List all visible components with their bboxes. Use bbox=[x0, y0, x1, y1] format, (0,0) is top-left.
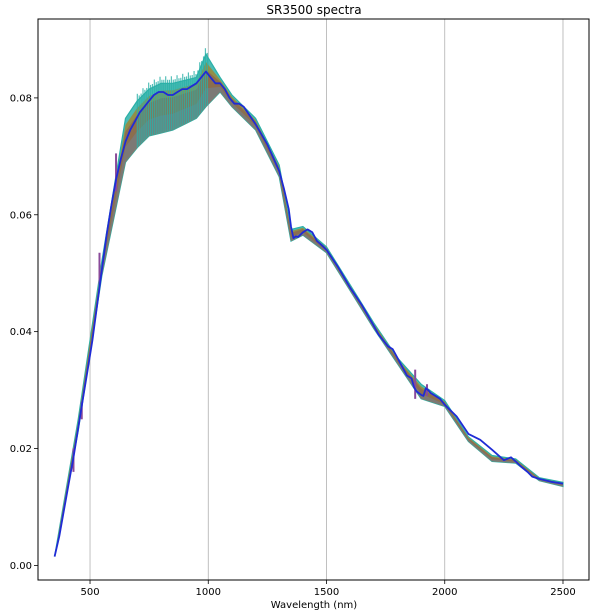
chart-title: SR3500 spectra bbox=[266, 3, 361, 17]
y-tick-label: 0.04 bbox=[10, 327, 32, 338]
plot-frame bbox=[37, 18, 590, 581]
spectra-spread-band bbox=[54, 48, 564, 557]
y-axis: 0.00 0.02 0.04 0.06 0.08 bbox=[10, 93, 38, 572]
x-tick-label: 1000 bbox=[196, 587, 221, 598]
y-tick-label: 0.08 bbox=[10, 93, 32, 104]
grid-lines bbox=[89, 19, 564, 580]
series-lines bbox=[53, 70, 564, 557]
series-mean-line bbox=[53, 70, 564, 557]
x-tick-label: 500 bbox=[80, 587, 99, 598]
y-tick-label: 0.02 bbox=[10, 444, 32, 455]
x-tick-label: 1500 bbox=[314, 587, 339, 598]
y-tick-label: 0.00 bbox=[10, 561, 32, 572]
spectra-spikes bbox=[72, 153, 429, 472]
y-tick-label: 0.06 bbox=[10, 210, 32, 221]
x-axis-label: Wavelength (nm) bbox=[271, 600, 357, 611]
x-tick-label: 2500 bbox=[550, 587, 575, 598]
band-gray-layer bbox=[54, 86, 563, 557]
x-axis: 500 1000 1500 2000 2500 bbox=[80, 580, 576, 598]
x-tick-label: 2000 bbox=[432, 587, 457, 598]
